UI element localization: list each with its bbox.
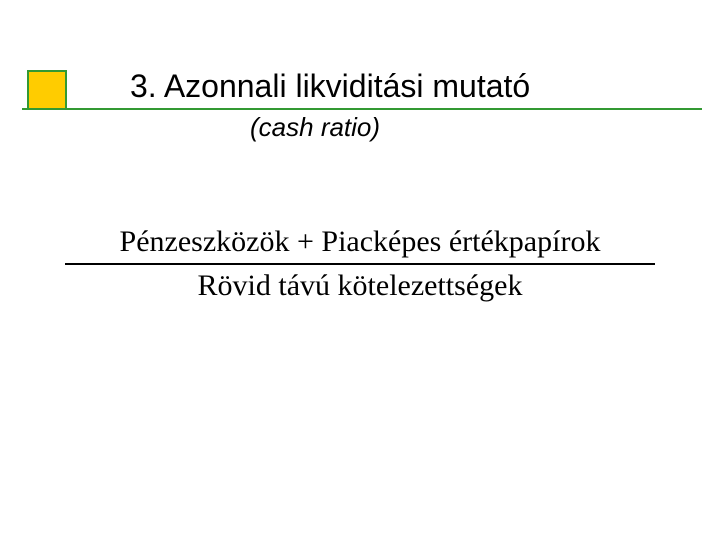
formula-fraction-line [65,263,655,265]
slide-subtitle: (cash ratio) [250,112,380,143]
slide-title-text: 3. Azonnali likviditási mutató [130,68,530,104]
subtitle-close-paren: ) [371,112,380,142]
subtitle-open-paren: ( [250,112,259,142]
subtitle-italic: cash ratio [259,112,372,142]
slide: 3. Azonnali likviditási mutató (cash rat… [0,0,720,540]
title-bullet [27,70,67,110]
title-underline [22,108,702,110]
slide-title: 3. Azonnali likviditási mutató [130,68,530,105]
formula-numerator: Pénzeszközök + Piacképes értékpapírok [40,225,680,259]
formula-denominator: Rövid távú kötelezettségek [40,269,680,303]
cash-ratio-formula: Pénzeszközök + Piacképes értékpapírok Rö… [40,225,680,303]
